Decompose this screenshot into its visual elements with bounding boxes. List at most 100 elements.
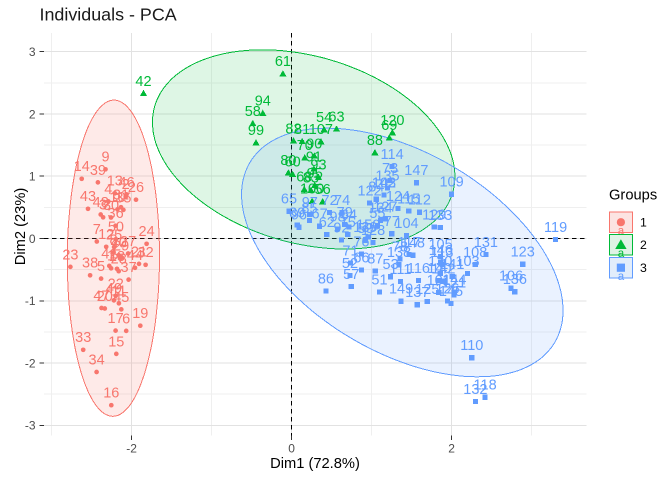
svg-text:125: 125	[415, 282, 439, 298]
svg-text:57: 57	[343, 267, 359, 283]
svg-text:145: 145	[439, 284, 463, 300]
svg-text:89: 89	[289, 205, 305, 221]
svg-text:60: 60	[285, 155, 301, 171]
svg-text:3: 3	[640, 261, 647, 275]
svg-text:105: 105	[428, 237, 452, 253]
svg-text:116: 116	[407, 261, 430, 277]
svg-text:39: 39	[90, 163, 106, 179]
svg-text:110: 110	[460, 338, 483, 354]
svg-text:107: 107	[309, 122, 333, 138]
svg-text:30: 30	[103, 198, 119, 214]
svg-text:a: a	[618, 248, 625, 260]
svg-text:69: 69	[381, 118, 397, 134]
svg-text:Dim2 (23%): Dim2 (23%)	[13, 188, 29, 266]
svg-text:88: 88	[367, 133, 383, 149]
svg-text:98: 98	[330, 209, 346, 225]
svg-text:78: 78	[392, 240, 408, 256]
svg-text:37: 37	[121, 260, 137, 276]
svg-text:58: 58	[245, 104, 261, 120]
svg-text:77: 77	[384, 214, 400, 230]
svg-text:95: 95	[307, 166, 323, 182]
svg-text:130: 130	[428, 254, 452, 270]
svg-text:70: 70	[297, 138, 313, 154]
svg-text:59: 59	[358, 221, 374, 237]
svg-text:52: 52	[342, 256, 358, 272]
svg-text:4: 4	[104, 182, 112, 198]
svg-text:150: 150	[356, 217, 380, 233]
svg-text:147: 147	[404, 163, 428, 179]
svg-text:85: 85	[301, 201, 317, 217]
svg-text:56: 56	[315, 182, 331, 198]
svg-text:0: 0	[288, 442, 295, 456]
svg-text:146: 146	[429, 243, 453, 259]
svg-text:44: 44	[127, 248, 143, 264]
svg-text:123: 123	[511, 245, 535, 261]
svg-text:49: 49	[106, 281, 122, 297]
svg-text:45: 45	[113, 290, 129, 306]
svg-text:14: 14	[74, 159, 90, 175]
svg-text:117: 117	[397, 235, 420, 251]
svg-text:90: 90	[306, 136, 322, 152]
svg-text:81: 81	[294, 122, 310, 138]
svg-text:108: 108	[463, 245, 487, 261]
svg-text:53: 53	[383, 257, 399, 273]
svg-text:18: 18	[109, 249, 125, 265]
svg-text:138: 138	[387, 245, 411, 261]
svg-text:27: 27	[120, 234, 136, 250]
svg-text:133: 133	[428, 208, 452, 224]
svg-text:102: 102	[372, 176, 396, 192]
svg-text:41: 41	[101, 246, 117, 262]
svg-text:0: 0	[29, 232, 36, 246]
svg-text:119: 119	[544, 220, 567, 236]
svg-text:82: 82	[285, 121, 301, 137]
svg-text:86: 86	[318, 271, 334, 287]
svg-text:33: 33	[75, 330, 91, 346]
svg-text:38: 38	[82, 256, 98, 272]
svg-text:6: 6	[122, 311, 130, 327]
svg-text:24: 24	[139, 224, 155, 240]
svg-text:115: 115	[397, 192, 420, 208]
svg-text:28: 28	[111, 252, 127, 268]
svg-text:140: 140	[427, 261, 451, 277]
svg-text:26: 26	[128, 180, 144, 196]
svg-text:Dim1 (72.8%): Dim1 (72.8%)	[270, 456, 360, 472]
svg-text:13: 13	[107, 174, 123, 190]
svg-text:139: 139	[353, 220, 377, 236]
svg-text:47: 47	[93, 288, 109, 304]
svg-text:2: 2	[122, 177, 130, 193]
svg-text:149: 149	[389, 282, 413, 298]
svg-text:8: 8	[110, 233, 118, 249]
svg-text:71: 71	[342, 244, 358, 260]
svg-text:83: 83	[303, 171, 319, 187]
svg-text:84: 84	[368, 180, 384, 196]
svg-text:141: 141	[440, 257, 464, 273]
svg-text:55: 55	[369, 206, 385, 222]
svg-text:121: 121	[442, 275, 466, 291]
svg-text:129: 129	[422, 207, 446, 223]
svg-text:80: 80	[280, 153, 296, 169]
svg-text:12: 12	[98, 227, 114, 243]
svg-text:31: 31	[113, 188, 129, 204]
svg-text:10: 10	[109, 190, 125, 206]
svg-text:106: 106	[499, 269, 523, 285]
svg-text:128: 128	[361, 223, 385, 239]
svg-text:64: 64	[341, 207, 357, 223]
svg-text:143: 143	[372, 176, 396, 192]
svg-text:148: 148	[401, 236, 425, 252]
svg-text:1: 1	[107, 249, 115, 265]
svg-text:-3: -3	[25, 419, 36, 433]
svg-text:29: 29	[113, 238, 129, 254]
svg-text:131: 131	[474, 235, 498, 251]
svg-text:137: 137	[405, 285, 429, 301]
svg-text:21: 21	[131, 244, 147, 260]
svg-text:100: 100	[300, 182, 324, 198]
svg-text:35: 35	[115, 190, 131, 206]
svg-text:112: 112	[408, 193, 431, 209]
svg-text:135: 135	[375, 169, 399, 185]
svg-text:7: 7	[93, 222, 101, 238]
svg-text:126: 126	[435, 281, 459, 297]
svg-text:74: 74	[334, 193, 350, 209]
svg-text:48: 48	[93, 195, 109, 211]
svg-text:16: 16	[103, 386, 119, 402]
svg-text:136: 136	[503, 272, 527, 288]
